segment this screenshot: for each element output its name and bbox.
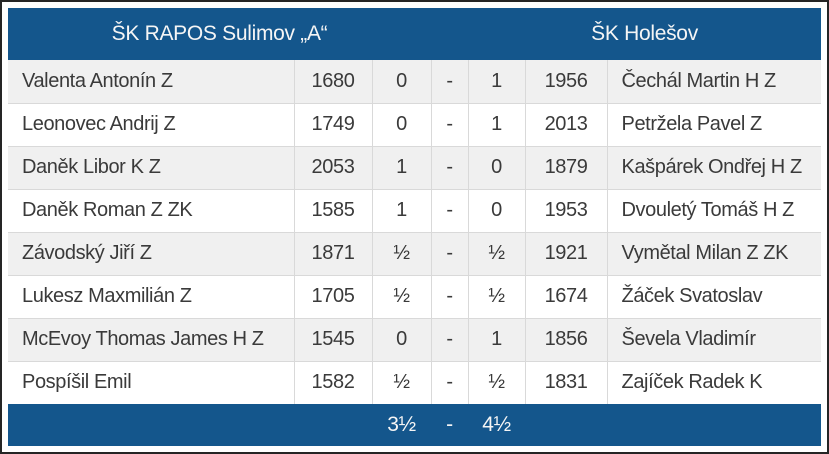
away-player-name: Žáček Svatoslav bbox=[606, 274, 822, 319]
home-rating: 1545 bbox=[293, 317, 373, 362]
board-row: McEvoy Thomas James H Z 1545 0 - 1 1856 … bbox=[8, 317, 822, 362]
board-row: Lukesz Maxmilián Z 1705 ½ - ½ 1674 Žáček… bbox=[8, 274, 822, 319]
home-score: 0 bbox=[371, 102, 432, 147]
home-rating: 1680 bbox=[293, 60, 373, 104]
away-rating: 1956 bbox=[524, 60, 608, 104]
total-spacer-left bbox=[8, 404, 372, 446]
away-score: 1 bbox=[467, 60, 526, 104]
home-rating: 1871 bbox=[293, 231, 373, 276]
score-separator: - bbox=[430, 102, 469, 147]
away-rating: 1856 bbox=[524, 317, 608, 362]
board-row: Daněk Libor K Z 2053 1 - 0 1879 Kašpárek… bbox=[8, 145, 822, 190]
home-team-header: ŠK RAPOS Sulimov „A“ bbox=[8, 8, 432, 60]
score-separator: - bbox=[430, 60, 469, 104]
home-score: ½ bbox=[371, 231, 432, 276]
score-separator: - bbox=[430, 145, 469, 190]
total-spacer-right bbox=[525, 404, 822, 446]
home-player-name: McEvoy Thomas James H Z bbox=[8, 317, 295, 362]
home-player-name: Valenta Antonín Z bbox=[8, 60, 295, 104]
away-score: 1 bbox=[467, 317, 526, 362]
away-score: ½ bbox=[467, 360, 526, 404]
home-player-name: Daněk Libor K Z bbox=[8, 145, 295, 190]
home-rating: 1585 bbox=[293, 188, 373, 233]
home-player-name: Daněk Roman Z ZK bbox=[8, 188, 295, 233]
away-score: ½ bbox=[467, 231, 526, 276]
score-separator: - bbox=[430, 188, 469, 233]
match-result-table: ŠK RAPOS Sulimov „A“ ŠK Holešov Valenta … bbox=[8, 8, 822, 446]
away-player-name: Ševela Vladimír bbox=[606, 317, 822, 362]
board-row: Pospíšil Emil 1582 ½ - ½ 1831 Zajíček Ra… bbox=[8, 360, 822, 404]
away-rating: 1953 bbox=[524, 188, 608, 233]
away-score: 1 bbox=[467, 102, 526, 147]
away-player-name: Vymětal Milan Z ZK bbox=[606, 231, 822, 276]
away-score: 0 bbox=[467, 188, 526, 233]
away-score: ½ bbox=[467, 274, 526, 319]
away-rating: 1674 bbox=[524, 274, 608, 319]
home-player-name: Závodský Jiří Z bbox=[8, 231, 295, 276]
home-rating: 2053 bbox=[293, 145, 373, 190]
home-player-name: Leonovec Andrij Z bbox=[8, 102, 295, 147]
away-player-name: Zajíček Radek K bbox=[606, 360, 822, 404]
team-header-row: ŠK RAPOS Sulimov „A“ ŠK Holešov bbox=[8, 8, 822, 60]
away-player-name: Kašpárek Ondřej H Z bbox=[606, 145, 822, 190]
away-rating: 1831 bbox=[524, 360, 608, 404]
board-row: Daněk Roman Z ZK 1585 1 - 0 1953 Dvoulet… bbox=[8, 188, 822, 233]
away-player-name: Čechál Martin H Z bbox=[606, 60, 822, 104]
total-row: 3½ - 4½ bbox=[8, 404, 822, 446]
score-separator: - bbox=[430, 231, 469, 276]
score-separator: - bbox=[430, 360, 469, 404]
total-separator: - bbox=[431, 404, 469, 446]
away-rating: 2013 bbox=[524, 102, 608, 147]
home-player-name: Lukesz Maxmilián Z bbox=[8, 274, 295, 319]
total-home-score: 3½ bbox=[372, 404, 432, 446]
away-team-header: ŠK Holešov bbox=[468, 8, 822, 60]
home-score: 0 bbox=[371, 60, 432, 104]
away-player-name: Dvouletý Tomáš H Z bbox=[606, 188, 822, 233]
board-row: Leonovec Andrij Z 1749 0 - 1 2013 Petrže… bbox=[8, 102, 822, 147]
board-row: Závodský Jiří Z 1871 ½ - ½ 1921 Vymětal … bbox=[8, 231, 822, 276]
header-separator-cell bbox=[431, 8, 469, 60]
away-rating: 1879 bbox=[524, 145, 608, 190]
home-score: ½ bbox=[371, 360, 432, 404]
home-rating: 1582 bbox=[293, 360, 373, 404]
total-away-score: 4½ bbox=[468, 404, 526, 446]
board-row: Valenta Antonín Z 1680 0 - 1 1956 Čechál… bbox=[8, 60, 822, 104]
home-rating: 1749 bbox=[293, 102, 373, 147]
away-rating: 1921 bbox=[524, 231, 608, 276]
score-separator: - bbox=[430, 274, 469, 319]
home-score: 1 bbox=[371, 188, 432, 233]
home-player-name: Pospíšil Emil bbox=[8, 360, 295, 404]
home-score: ½ bbox=[371, 274, 432, 319]
home-score: 1 bbox=[371, 145, 432, 190]
home-rating: 1705 bbox=[293, 274, 373, 319]
away-player-name: Petržela Pavel Z bbox=[606, 102, 822, 147]
away-score: 0 bbox=[467, 145, 526, 190]
home-score: 0 bbox=[371, 317, 432, 362]
score-separator: - bbox=[430, 317, 469, 362]
